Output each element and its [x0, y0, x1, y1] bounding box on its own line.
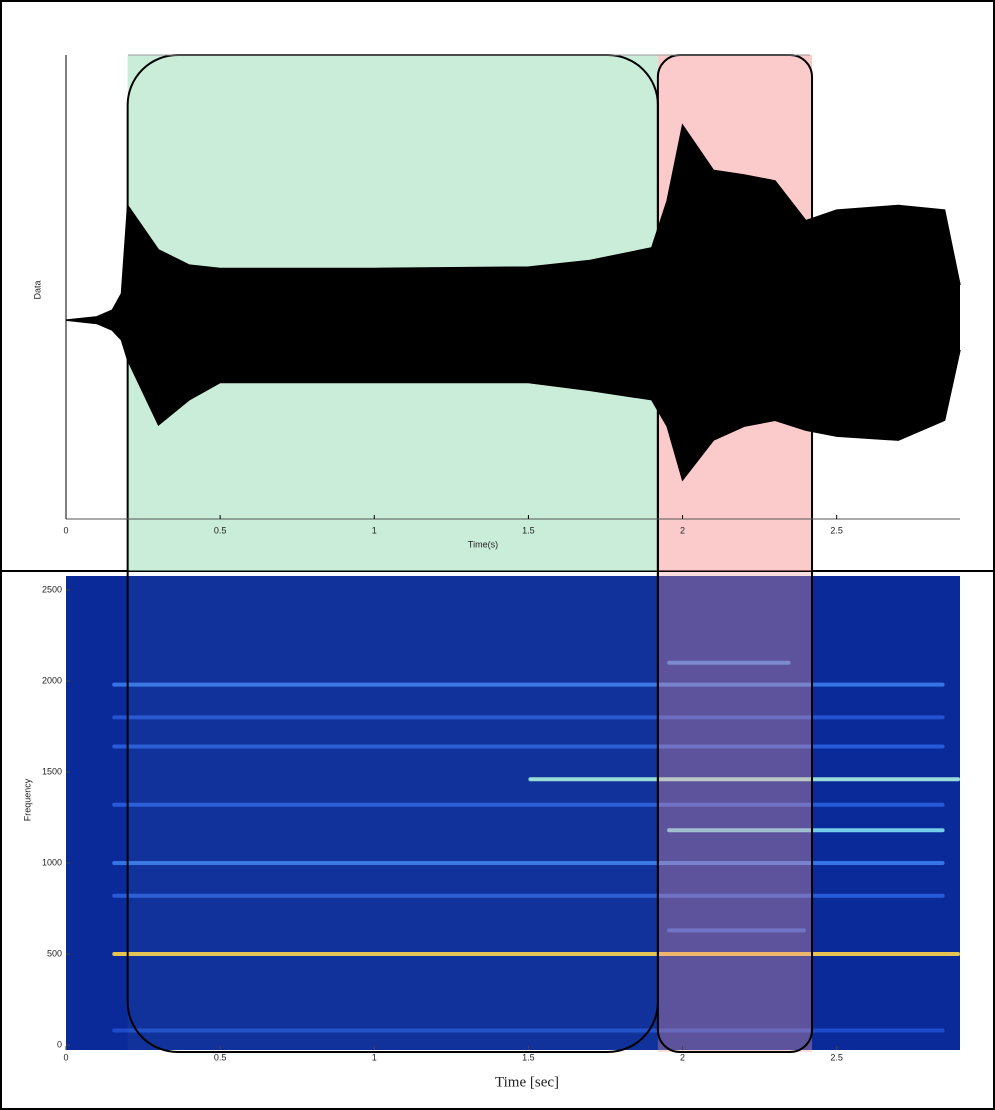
waveform-fill [66, 125, 960, 480]
y-axis-label: Data [32, 280, 42, 299]
harmonic-line [112, 802, 945, 807]
harmonic-line [528, 777, 960, 782]
harmonic-line [667, 928, 806, 933]
x-tick-label: 2 [680, 525, 685, 535]
harmonic-line [112, 893, 945, 898]
harmonic-line [667, 828, 945, 833]
y-tick-label: 1500 [42, 766, 62, 776]
y-tick-label: 2500 [42, 584, 62, 594]
harmonic-line [112, 861, 945, 865]
x-axis-label: Time [sec] [495, 1074, 559, 1090]
x-tick-label: 2.5 [830, 1052, 843, 1062]
axes: 0 0.5 1 1.5 2 2.5 Time(s) Data 0 0.5 1 1.5 2 2.5 0 500 1… [22, 54, 960, 1090]
harmonic-line [667, 660, 791, 665]
waveform-lower [65, 319, 961, 482]
x-tick-label: 0 [63, 1052, 68, 1062]
x-tick-label: 1.5 [522, 1052, 535, 1062]
harmonic-line [112, 682, 945, 687]
waveform-upper [65, 123, 961, 321]
harmonic-line [112, 1028, 945, 1033]
highlights [126, 54, 814, 1053]
harmonic-line [112, 715, 945, 720]
harmonic-line [112, 744, 945, 749]
x-tick-label: 1.5 [522, 525, 535, 535]
y-axis-label: Frequency [22, 778, 32, 821]
highlight-fill-bottom [127, 572, 658, 1052]
marks [65, 123, 961, 1033]
x-tick-label: 0.5 [214, 1052, 227, 1062]
x-tick-label: 1 [372, 525, 377, 535]
spectrogram-background [66, 576, 960, 1050]
y-tick-label: 500 [47, 948, 62, 958]
x-axis-label: Time(s) [468, 539, 498, 549]
x-tick-label: 2 [680, 1052, 685, 1062]
x-tick-label: 0.5 [214, 525, 227, 535]
y-tick-label: 1000 [42, 857, 62, 867]
x-tick-label: 1 [372, 1052, 377, 1062]
x-tick-label: 2.5 [830, 525, 843, 535]
highlight-fill-bottom [657, 572, 813, 1052]
x-tick-label: 0 [63, 525, 68, 535]
y-tick-label: 0 [57, 1039, 62, 1049]
y-tick-label: 2000 [42, 675, 62, 685]
harmonic-line [112, 952, 960, 956]
